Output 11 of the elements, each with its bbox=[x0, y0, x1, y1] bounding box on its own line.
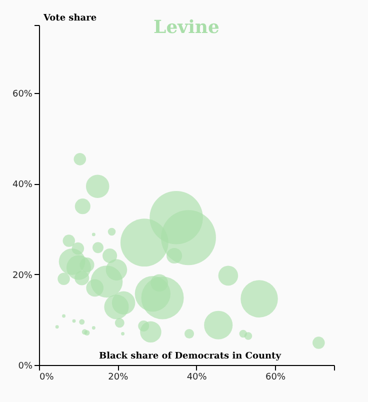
x-tick-label: 0% bbox=[40, 372, 54, 382]
y-tick-label: 60% bbox=[12, 90, 33, 100]
chart-title: Levine bbox=[154, 17, 220, 38]
y-axis-title: Vote share bbox=[42, 14, 97, 24]
x-axis-title: Black share of Democrats in County bbox=[98, 352, 282, 362]
y-tick-label: 0% bbox=[18, 362, 33, 372]
x-tick-label: 60% bbox=[265, 372, 286, 382]
x-tick-label: 40% bbox=[186, 372, 208, 382]
y-tick-label: 20% bbox=[12, 270, 33, 281]
y-tick-label: 40% bbox=[12, 180, 33, 190]
x-tick-label: 20% bbox=[108, 372, 129, 382]
